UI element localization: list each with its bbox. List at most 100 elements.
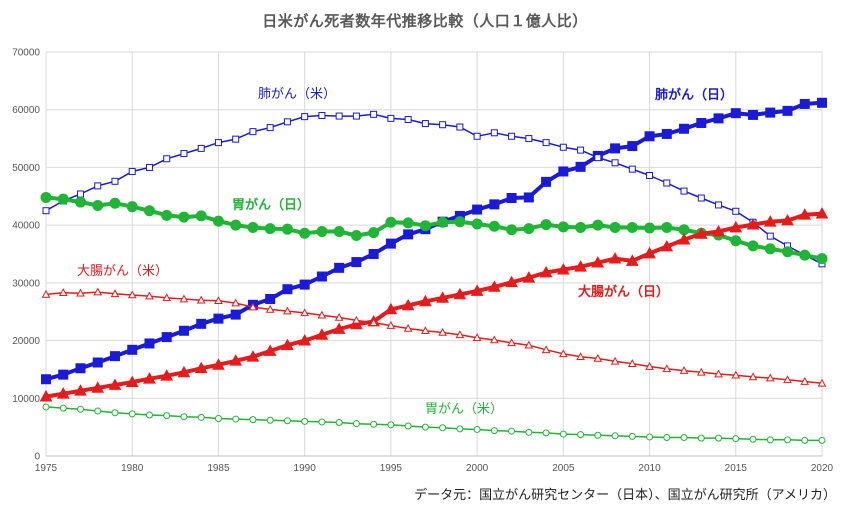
data-point bbox=[506, 193, 517, 204]
data-point bbox=[627, 141, 638, 152]
data-point bbox=[126, 201, 138, 213]
data-point bbox=[419, 294, 432, 307]
data-point bbox=[765, 107, 776, 118]
data-point bbox=[94, 182, 102, 190]
data-point bbox=[42, 207, 50, 215]
data-point bbox=[160, 369, 174, 381]
data-point bbox=[94, 407, 102, 415]
data-point bbox=[541, 345, 551, 354]
data-point bbox=[92, 200, 104, 212]
data-point bbox=[731, 370, 741, 379]
data-point bbox=[644, 131, 655, 142]
series-labels: 肺がん（米） 肺がん（日） 胃がん（日） 大腸がん（米） 大腸がん（日） 胃がん… bbox=[77, 87, 733, 417]
data-point bbox=[694, 227, 708, 239]
data-point bbox=[109, 197, 121, 209]
data-point bbox=[696, 117, 707, 128]
data-point bbox=[265, 304, 275, 313]
data-point bbox=[125, 375, 139, 388]
data-point bbox=[127, 290, 137, 299]
data-point bbox=[541, 176, 552, 187]
data-point bbox=[591, 256, 605, 268]
y-tick-label: 0 bbox=[34, 452, 40, 463]
data-point bbox=[646, 433, 654, 441]
data-point bbox=[249, 416, 257, 424]
data-point bbox=[439, 424, 447, 432]
data-point bbox=[229, 354, 243, 366]
data-point bbox=[556, 263, 570, 275]
data-point bbox=[316, 271, 327, 282]
data-point bbox=[249, 128, 257, 136]
data-point bbox=[456, 123, 464, 131]
data-point bbox=[594, 431, 602, 439]
data-point bbox=[577, 146, 585, 154]
data-point bbox=[644, 222, 656, 234]
data-point bbox=[179, 294, 189, 303]
data-point bbox=[782, 246, 794, 258]
data-point bbox=[265, 294, 276, 305]
data-point bbox=[763, 215, 777, 227]
data-point bbox=[575, 161, 586, 172]
data-point bbox=[128, 410, 136, 418]
data-point bbox=[178, 325, 189, 336]
data-point bbox=[299, 227, 311, 239]
data-point bbox=[490, 335, 499, 344]
data-point bbox=[437, 216, 449, 228]
data-point bbox=[782, 105, 793, 116]
data-point bbox=[508, 132, 516, 140]
data-point bbox=[214, 296, 223, 305]
data-point bbox=[368, 249, 379, 259]
data-point bbox=[384, 302, 398, 315]
data-point bbox=[333, 225, 345, 237]
data-point bbox=[263, 344, 277, 356]
data-point bbox=[505, 275, 518, 288]
data-point bbox=[677, 233, 691, 245]
data-point bbox=[387, 114, 395, 122]
series-4 bbox=[39, 207, 829, 402]
data-point bbox=[281, 338, 294, 351]
data-point bbox=[542, 139, 550, 147]
data-point bbox=[332, 322, 346, 334]
gridlines bbox=[45, 51, 823, 457]
data-point bbox=[232, 135, 240, 143]
data-point bbox=[350, 230, 362, 242]
data-point bbox=[455, 330, 465, 339]
x-tick-label: 1990 bbox=[294, 463, 317, 474]
data-point bbox=[559, 430, 567, 438]
data-point bbox=[283, 417, 291, 425]
data-point bbox=[732, 435, 740, 443]
data-point bbox=[749, 435, 757, 443]
data-point bbox=[370, 420, 378, 428]
data-point bbox=[196, 295, 206, 304]
data-point bbox=[177, 365, 191, 378]
series-label-lung-us: 肺がん（米） bbox=[258, 87, 336, 102]
data-point bbox=[231, 298, 241, 307]
data-point bbox=[143, 205, 155, 217]
data-point bbox=[525, 428, 533, 436]
data-point bbox=[230, 219, 242, 231]
data-point bbox=[283, 306, 292, 315]
data-point bbox=[438, 327, 447, 336]
data-point bbox=[748, 109, 759, 120]
data-point bbox=[386, 321, 396, 329]
data-point bbox=[729, 220, 743, 233]
data-point bbox=[335, 419, 343, 427]
series-line bbox=[45, 195, 823, 261]
data-point bbox=[818, 436, 826, 444]
x-tick-label: 2020 bbox=[811, 463, 834, 474]
data-point bbox=[525, 135, 533, 143]
data-point bbox=[765, 373, 775, 382]
data-point bbox=[178, 211, 190, 223]
data-point bbox=[41, 374, 51, 385]
y-tick-label: 70000 bbox=[12, 48, 40, 59]
data-point bbox=[401, 298, 415, 311]
data-point bbox=[594, 154, 602, 162]
data-point bbox=[41, 289, 51, 298]
data-point bbox=[746, 218, 760, 230]
data-point bbox=[214, 414, 222, 422]
data-point bbox=[558, 166, 569, 177]
data-point bbox=[368, 227, 380, 239]
data-point bbox=[523, 223, 535, 235]
series-layer bbox=[39, 97, 829, 444]
data-point bbox=[680, 187, 688, 195]
